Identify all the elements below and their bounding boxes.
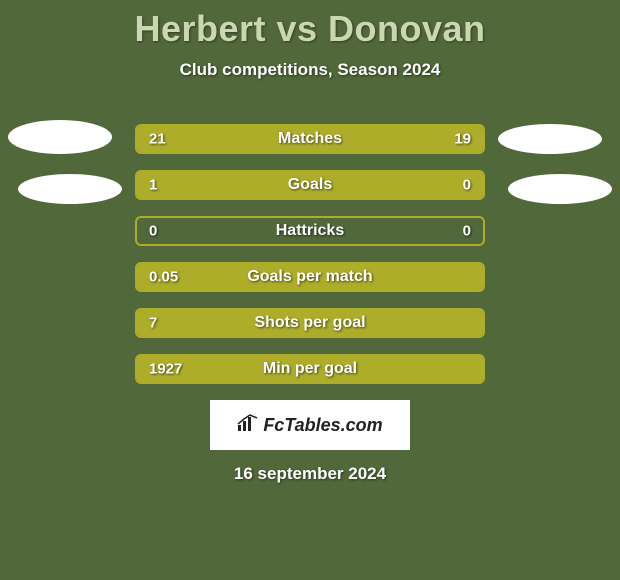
- logo-text: FcTables.com: [263, 415, 382, 436]
- player-right-ellipse-1: [498, 124, 602, 154]
- subtitle: Club competitions, Season 2024: [0, 60, 620, 80]
- stat-label: Goals: [137, 176, 483, 194]
- stat-label: Hattricks: [137, 222, 483, 240]
- stat-label: Min per goal: [137, 360, 483, 378]
- infographic-container: Herbert vs Donovan Club competitions, Se…: [0, 0, 620, 580]
- stat-value-right: 0: [463, 223, 471, 240]
- stat-row-shots-per-goal: 7 Shots per goal: [135, 308, 485, 338]
- chart-icon: [237, 414, 259, 437]
- stat-value-right: 0: [463, 177, 471, 194]
- stat-row-min-per-goal: 1927 Min per goal: [135, 354, 485, 384]
- player-left-ellipse-1: [8, 120, 112, 154]
- stat-value-right: 19: [454, 131, 471, 148]
- stat-row-goals-per-match: 0.05 Goals per match: [135, 262, 485, 292]
- date-text: 16 september 2024: [0, 464, 620, 484]
- stat-row-matches: 21 Matches 19: [135, 124, 485, 154]
- stat-row-hattricks: 0 Hattricks 0: [135, 216, 485, 246]
- player-left-ellipse-2: [18, 174, 122, 204]
- stat-label: Matches: [137, 130, 483, 148]
- player-right-ellipse-2: [508, 174, 612, 204]
- stat-label: Shots per goal: [137, 314, 483, 332]
- page-title: Herbert vs Donovan: [0, 0, 620, 50]
- stat-label: Goals per match: [137, 268, 483, 286]
- stats-rows: 21 Matches 19 1 Goals 0 0 Hattricks 0 0.…: [0, 124, 620, 384]
- logo-box: FcTables.com: [210, 400, 410, 450]
- stat-row-goals: 1 Goals 0: [135, 170, 485, 200]
